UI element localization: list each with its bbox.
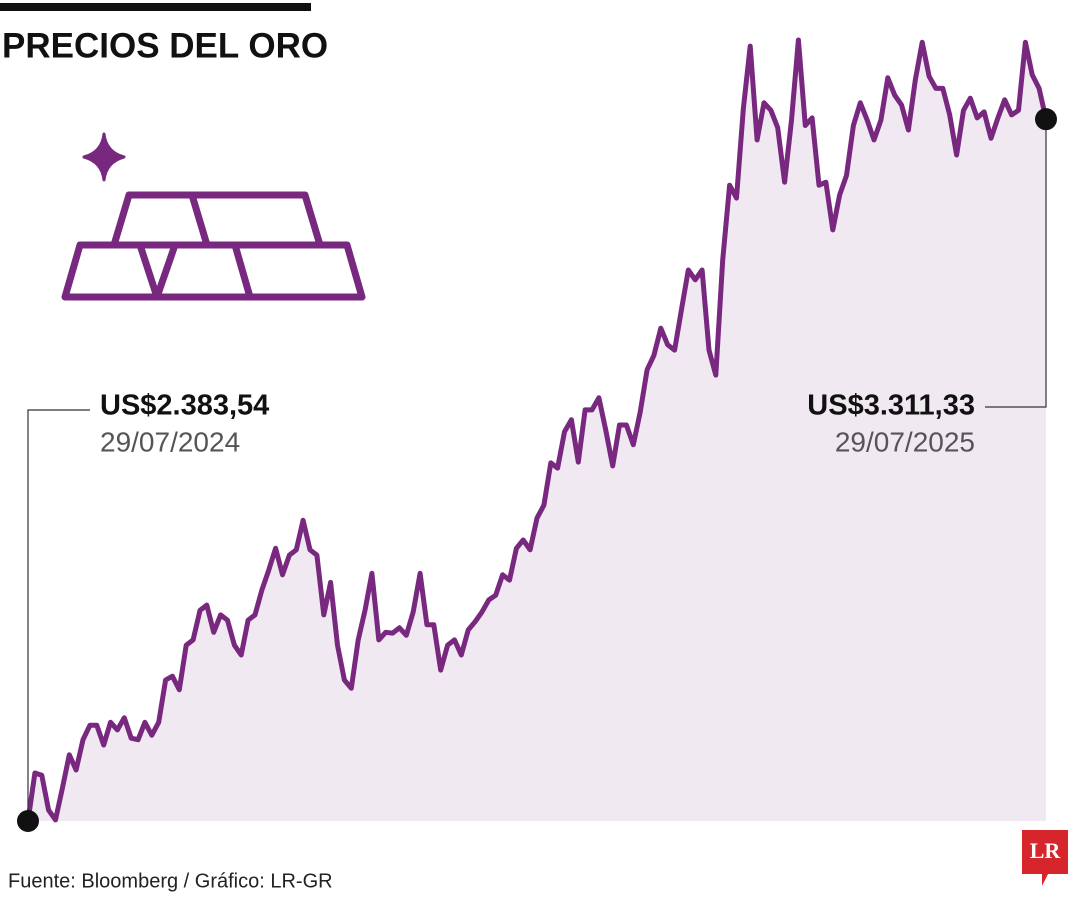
logo: LR — [1022, 830, 1068, 886]
value-label: US$2.383,54 — [100, 390, 269, 422]
logo-badge — [1022, 830, 1068, 886]
area — [28, 40, 1046, 821]
chart-title: PRECIOS DEL ORO — [2, 26, 328, 65]
source-note: Fuente: Bloomberg / Gráfico: LR-GR — [8, 870, 333, 892]
leader-line — [985, 119, 1047, 408]
end-point — [1035, 108, 1057, 131]
gold-icon — [61, 132, 366, 301]
line — [25, 37, 1049, 823]
leader-line — [27, 409, 90, 821]
date-label: 29/07/2024 — [100, 426, 240, 457]
date-label: 29/07/2025 — [835, 426, 975, 457]
title-bar — [0, 3, 311, 11]
end-point — [17, 810, 39, 832]
value-label: US$3.311,33 — [807, 390, 975, 422]
logo-text: LR — [1030, 838, 1062, 863]
